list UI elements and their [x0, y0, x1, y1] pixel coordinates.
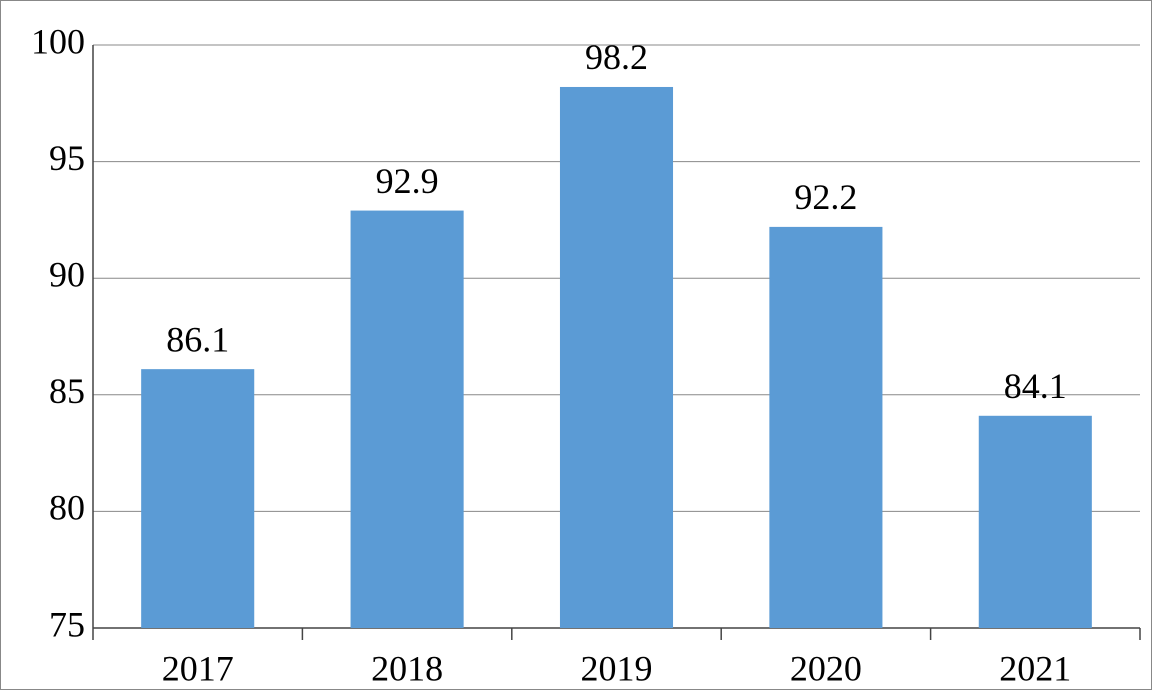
- y-tick-label: 75: [49, 604, 85, 644]
- bar: [559, 86, 674, 628]
- y-tick-label: 100: [31, 21, 85, 61]
- data-label: 92.9: [376, 161, 439, 201]
- bar: [769, 226, 883, 628]
- y-tick-label: 80: [49, 488, 85, 528]
- data-label: 92.2: [794, 177, 857, 217]
- data-label: 98.2: [585, 37, 648, 77]
- data-label: 86.1: [166, 319, 229, 359]
- x-tick-label: 2021: [999, 648, 1071, 688]
- x-tick-label: 2017: [162, 648, 234, 688]
- y-tick-label: 95: [49, 138, 85, 178]
- bar: [350, 210, 464, 628]
- bar: [141, 369, 255, 628]
- data-label: 84.1: [1004, 366, 1067, 406]
- y-tick-label: 90: [49, 254, 85, 294]
- x-tick-label: 2018: [371, 648, 443, 688]
- x-tick-label: 2019: [581, 648, 653, 688]
- x-tick-label: 2020: [790, 648, 862, 688]
- bar: [978, 415, 1092, 628]
- y-tick-label: 85: [49, 371, 85, 411]
